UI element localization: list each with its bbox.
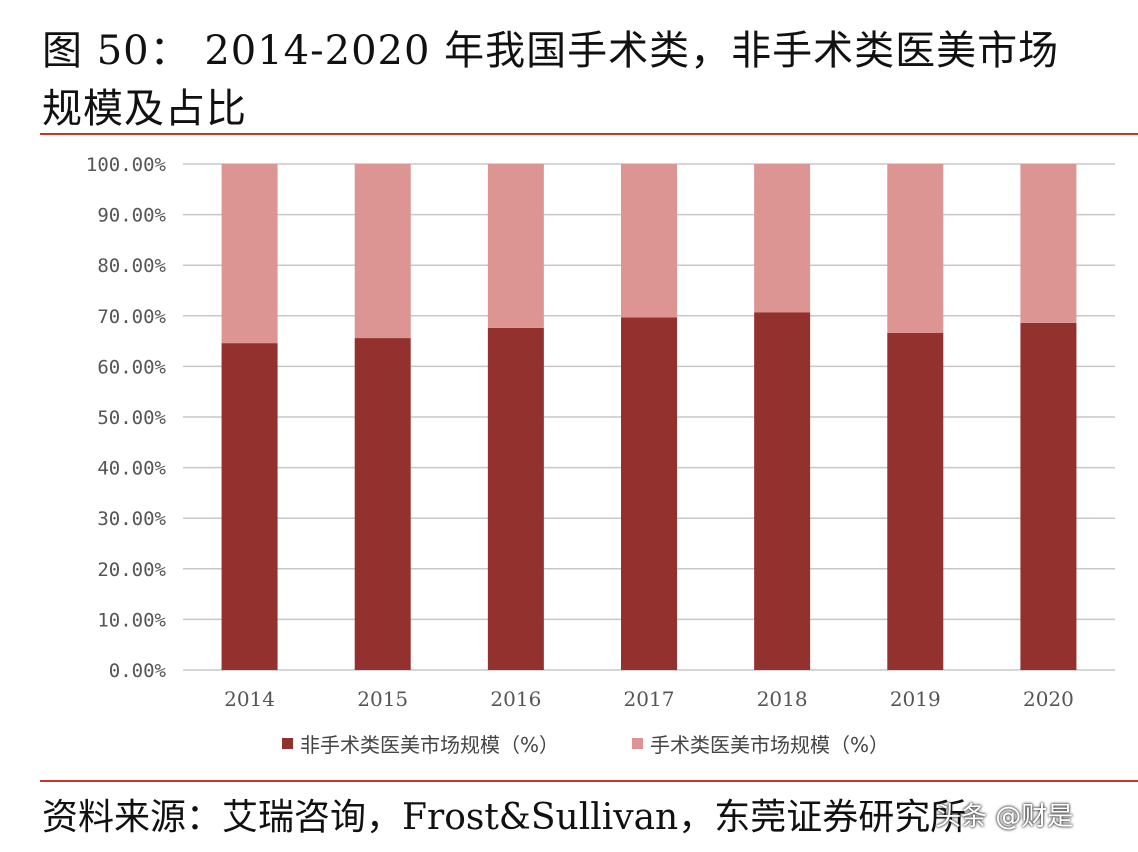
legend-swatch — [282, 738, 293, 749]
bar-non-surgical-2019 — [887, 333, 944, 670]
source-note: 资料来源：艾瑞咨询，Frost&Sullivan，东莞证券研究所 — [42, 797, 967, 838]
bottom-divider — [40, 780, 1138, 782]
x-tick-label: 2019 — [890, 687, 941, 711]
top-divider — [40, 133, 1138, 135]
figure-title: 图 50： 2014-2020 年我国手术类，非手术类医美市场 — [42, 28, 1060, 74]
figure-title-line2: 规模及占比 — [42, 86, 247, 132]
y-tick-label: 10.00% — [97, 609, 166, 631]
bar-non-surgical-2015 — [354, 338, 411, 670]
bar-surgical-2018 — [754, 164, 811, 313]
bar-non-surgical-2017 — [621, 317, 677, 670]
x-tick-label: 2016 — [490, 687, 541, 711]
y-tick-label: 40.00% — [97, 458, 166, 480]
y-tick-label: 80.00% — [97, 255, 166, 277]
y-tick-label: 70.00% — [97, 306, 166, 328]
stacked-bar-chart: 0.00% 10.00% 20.00% 30.00% 40.00% 50.00% 60.00… — [86, 154, 1115, 757]
bar-non-surgical-2018 — [754, 312, 811, 670]
y-tick-label: 0.00% — [109, 660, 167, 682]
y-tick-label: 30.00% — [97, 508, 166, 530]
y-tick-label: 90.00% — [97, 205, 166, 227]
watermark: 头条 @财是 — [935, 802, 1074, 832]
legend-swatch — [632, 738, 643, 749]
bar-surgical-2014 — [221, 164, 278, 344]
bar-surgical-2015 — [354, 164, 411, 339]
y-tick-label: 100.00% — [86, 154, 167, 176]
x-tick-label: 2015 — [357, 687, 408, 711]
x-tick-label: 2014 — [224, 687, 275, 711]
bar-surgical-2016 — [487, 164, 544, 328]
y-tick-label: 50.00% — [97, 407, 166, 429]
bar-surgical-2020 — [1020, 164, 1077, 323]
legend-label: 非手术类医美市场规模（%） — [300, 733, 559, 757]
x-tick-label: 2017 — [624, 687, 675, 711]
bar-non-surgical-2014 — [221, 343, 278, 670]
x-tick-label: 2020 — [1023, 687, 1074, 711]
legend-label: 手术类医美市场规模（%） — [650, 733, 889, 757]
bar-surgical-2017 — [621, 164, 677, 318]
bar-non-surgical-2016 — [487, 327, 544, 670]
y-tick-label: 60.00% — [97, 356, 166, 378]
y-tick-label: 20.00% — [97, 559, 166, 581]
bar-surgical-2019 — [887, 164, 944, 334]
x-tick-label: 2018 — [757, 687, 808, 711]
bar-non-surgical-2020 — [1020, 322, 1077, 670]
